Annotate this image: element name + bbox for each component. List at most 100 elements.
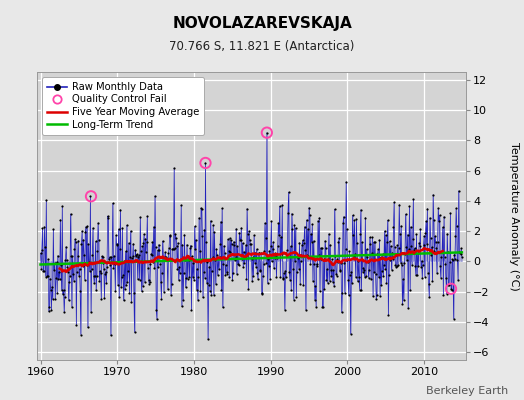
Point <box>177 256 185 262</box>
Point <box>452 205 460 212</box>
Point <box>96 268 104 275</box>
Point <box>413 272 421 278</box>
Point <box>310 261 319 267</box>
Point <box>123 278 132 285</box>
Point <box>428 278 436 284</box>
Point <box>393 242 401 249</box>
Point <box>357 206 365 213</box>
Point <box>145 277 153 284</box>
Point <box>228 277 236 283</box>
Point <box>94 220 102 226</box>
Point <box>384 312 392 318</box>
Point <box>407 224 415 230</box>
Point <box>246 241 255 247</box>
Point <box>300 224 309 230</box>
Point <box>307 231 315 237</box>
Point <box>181 256 189 263</box>
Point <box>151 193 159 199</box>
Point <box>376 254 385 260</box>
Point <box>107 332 115 338</box>
Point <box>174 240 182 246</box>
Point <box>51 296 59 302</box>
Point <box>378 251 387 258</box>
Point <box>354 278 362 284</box>
Point <box>158 269 166 276</box>
Point <box>423 206 432 212</box>
Point <box>204 336 212 342</box>
Point <box>119 297 128 304</box>
Point <box>116 207 125 213</box>
Point <box>268 246 277 252</box>
Point <box>205 263 213 270</box>
Point <box>433 239 442 246</box>
Point <box>422 241 431 247</box>
Point <box>152 316 161 322</box>
Point <box>158 238 167 244</box>
Point <box>73 253 82 259</box>
Point <box>85 268 94 274</box>
Point <box>396 230 404 237</box>
Point <box>108 200 117 207</box>
Point <box>160 289 168 295</box>
Point <box>311 297 319 303</box>
Point <box>355 286 364 293</box>
Point <box>350 217 358 224</box>
Point <box>413 250 422 256</box>
Point <box>425 214 434 221</box>
Point <box>409 196 418 203</box>
Point <box>208 268 216 274</box>
Point <box>300 239 308 246</box>
Point <box>116 246 124 252</box>
Point <box>47 307 56 313</box>
Point <box>132 252 140 258</box>
Point <box>244 231 252 237</box>
Point <box>381 232 390 238</box>
Point <box>398 262 406 268</box>
Point <box>210 229 219 235</box>
Point <box>97 296 105 302</box>
Point <box>250 260 259 266</box>
Point <box>192 236 200 243</box>
Point <box>288 226 297 233</box>
Point <box>120 258 128 264</box>
Point <box>431 239 440 246</box>
Point <box>244 286 253 292</box>
Point <box>435 218 443 224</box>
Point <box>352 216 361 222</box>
Point <box>455 248 464 255</box>
Point <box>281 268 290 274</box>
Point <box>297 258 305 264</box>
Point <box>294 266 303 272</box>
Point <box>245 237 254 243</box>
Point <box>164 250 172 256</box>
Point <box>64 297 73 304</box>
Point <box>341 290 349 297</box>
Point <box>375 274 383 281</box>
Point <box>139 283 147 289</box>
Point <box>75 266 84 272</box>
Point <box>173 266 181 272</box>
Point <box>43 273 52 280</box>
Point <box>406 287 414 294</box>
Point <box>346 272 354 278</box>
Point <box>184 257 193 263</box>
Point <box>314 252 323 259</box>
Point <box>118 225 127 231</box>
Point <box>434 205 442 211</box>
Point <box>59 291 67 298</box>
Point <box>171 244 179 251</box>
Point <box>203 280 211 286</box>
Point <box>335 235 343 242</box>
Point <box>163 257 171 264</box>
Point <box>170 165 178 171</box>
Point <box>355 274 363 280</box>
Point <box>242 276 250 282</box>
Point <box>293 269 301 276</box>
Point <box>304 253 313 259</box>
Point <box>71 236 79 242</box>
Point <box>167 292 175 298</box>
Point <box>224 236 232 242</box>
Point <box>375 237 384 243</box>
Point <box>234 261 242 268</box>
Point <box>209 254 217 260</box>
